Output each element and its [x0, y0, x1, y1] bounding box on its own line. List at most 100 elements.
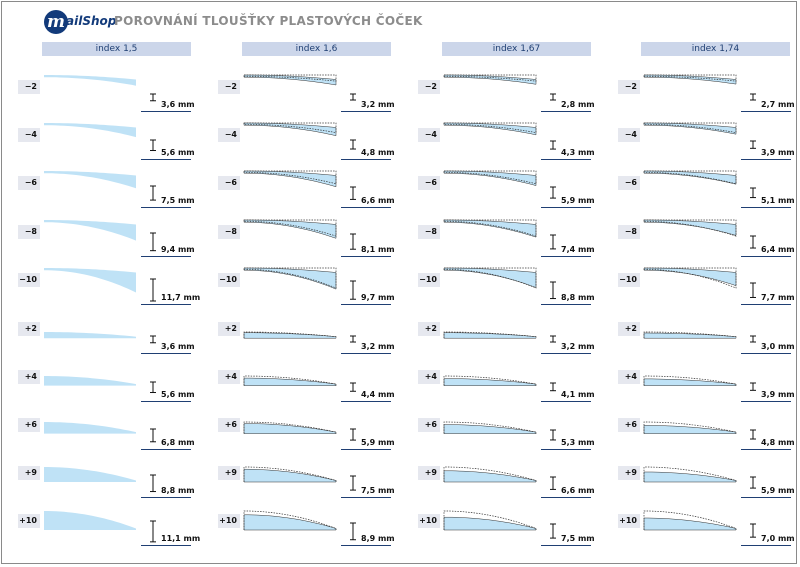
thickness-label: 7,5 mm	[361, 486, 395, 495]
reference-outline	[443, 122, 537, 134]
lens-profile	[243, 466, 337, 483]
power-label: +10	[18, 514, 40, 528]
power-label: −10	[18, 273, 40, 287]
lens-shape	[643, 425, 737, 435]
thickness-bracket	[750, 93, 756, 101]
reference-outline	[443, 331, 537, 339]
row-divider	[141, 401, 191, 402]
lens-shape	[443, 424, 537, 435]
thickness-bracket	[350, 233, 356, 251]
thickness-label: 3,2 mm	[361, 100, 395, 109]
lens-shape	[443, 170, 537, 186]
row-divider	[141, 497, 191, 498]
lens-shape	[243, 423, 337, 435]
lens-shape	[643, 471, 737, 483]
row-divider	[741, 449, 791, 450]
thickness-label: 6,6 mm	[361, 196, 395, 205]
row-divider	[341, 497, 391, 498]
power-label: +4	[618, 370, 640, 384]
power-label: +4	[418, 370, 440, 384]
thickness-label: 3,9 mm	[761, 390, 795, 399]
thickness-label: 7,5 mm	[161, 196, 195, 205]
lens-shape	[443, 74, 537, 85]
power-label: −6	[18, 176, 40, 190]
row-divider	[141, 304, 191, 305]
lens-profile	[243, 376, 337, 387]
power-label: +9	[218, 466, 240, 480]
page-title: POROVNÁNÍ TLOUŠŤKY PLASTOVÝCH ČOČEK	[114, 14, 423, 28]
thickness-label: 2,8 mm	[561, 100, 595, 109]
thickness-bracket	[150, 93, 156, 101]
thickness-bracket	[550, 476, 556, 490]
row-divider	[141, 111, 191, 112]
power-label: +10	[618, 514, 640, 528]
column-header-3: index 1,67	[442, 42, 591, 56]
thickness-label: 6,8 mm	[161, 438, 195, 447]
thickness-label: 8,1 mm	[361, 245, 395, 254]
lens-profile	[44, 75, 136, 86]
thickness-bracket	[150, 278, 156, 302]
row-divider	[141, 207, 191, 208]
thickness-bracket	[750, 187, 756, 199]
thickness-bracket	[750, 523, 756, 539]
lens-profile	[443, 122, 537, 136]
row-divider	[541, 449, 591, 450]
row-divider	[341, 111, 391, 112]
reference-outline	[243, 122, 337, 134]
row-divider	[541, 159, 591, 160]
lens-profile	[44, 331, 136, 339]
power-label: −8	[618, 225, 640, 239]
thickness-bracket	[150, 185, 156, 201]
thickness-bracket	[150, 520, 156, 542]
lens-profile	[44, 511, 136, 531]
column-header-2: index 1,6	[242, 42, 391, 56]
lens-profile	[44, 376, 136, 387]
row-divider	[341, 449, 391, 450]
lens-profile	[643, 376, 737, 387]
thickness-bracket	[750, 476, 756, 490]
row-divider	[741, 256, 791, 257]
lens-shape	[443, 122, 537, 136]
thickness-bracket	[550, 140, 556, 150]
lens-profile	[643, 331, 737, 339]
thickness-label: 4,4 mm	[361, 390, 395, 399]
lens-profile	[643, 122, 737, 135]
thickness-bracket	[750, 235, 756, 249]
thickness-bracket	[550, 281, 556, 299]
thickness-bracket	[150, 474, 156, 492]
column-header-1: index 1,5	[42, 42, 191, 56]
power-label: −2	[18, 80, 40, 94]
thickness-label: 3,6 mm	[161, 342, 195, 351]
thickness-label: 11,1 mm	[161, 534, 201, 543]
lens-shape	[643, 517, 737, 531]
thickness-bracket	[150, 381, 156, 393]
power-label: −6	[618, 176, 640, 190]
thickness-bracket	[350, 522, 356, 540]
lens-shape	[44, 220, 136, 241]
thickness-label: 5,6 mm	[161, 148, 195, 157]
thickness-label: 2,7 mm	[761, 100, 795, 109]
lens-shape	[443, 332, 537, 339]
thickness-bracket	[550, 429, 556, 441]
power-label: −2	[618, 80, 640, 94]
thickness-bracket	[150, 335, 156, 343]
reference-outline	[643, 422, 737, 434]
lens-profile	[243, 170, 337, 188]
row-divider	[541, 353, 591, 354]
lens-profile	[243, 267, 337, 290]
reference-outline	[643, 376, 737, 387]
row-divider	[741, 304, 791, 305]
lens-profile	[243, 331, 337, 339]
lens-profile	[443, 170, 537, 186]
reference-outline	[443, 422, 537, 434]
reference-outline	[643, 122, 737, 134]
power-label: +2	[18, 322, 40, 336]
thickness-label: 6,6 mm	[561, 486, 595, 495]
reference-outline	[443, 170, 537, 185]
thickness-bracket	[750, 382, 756, 392]
thickness-label: 9,4 mm	[161, 245, 195, 254]
power-label: −10	[618, 273, 640, 287]
lens-profile	[243, 422, 337, 435]
lens-profile	[243, 219, 337, 239]
logo-initial: m	[44, 10, 68, 34]
